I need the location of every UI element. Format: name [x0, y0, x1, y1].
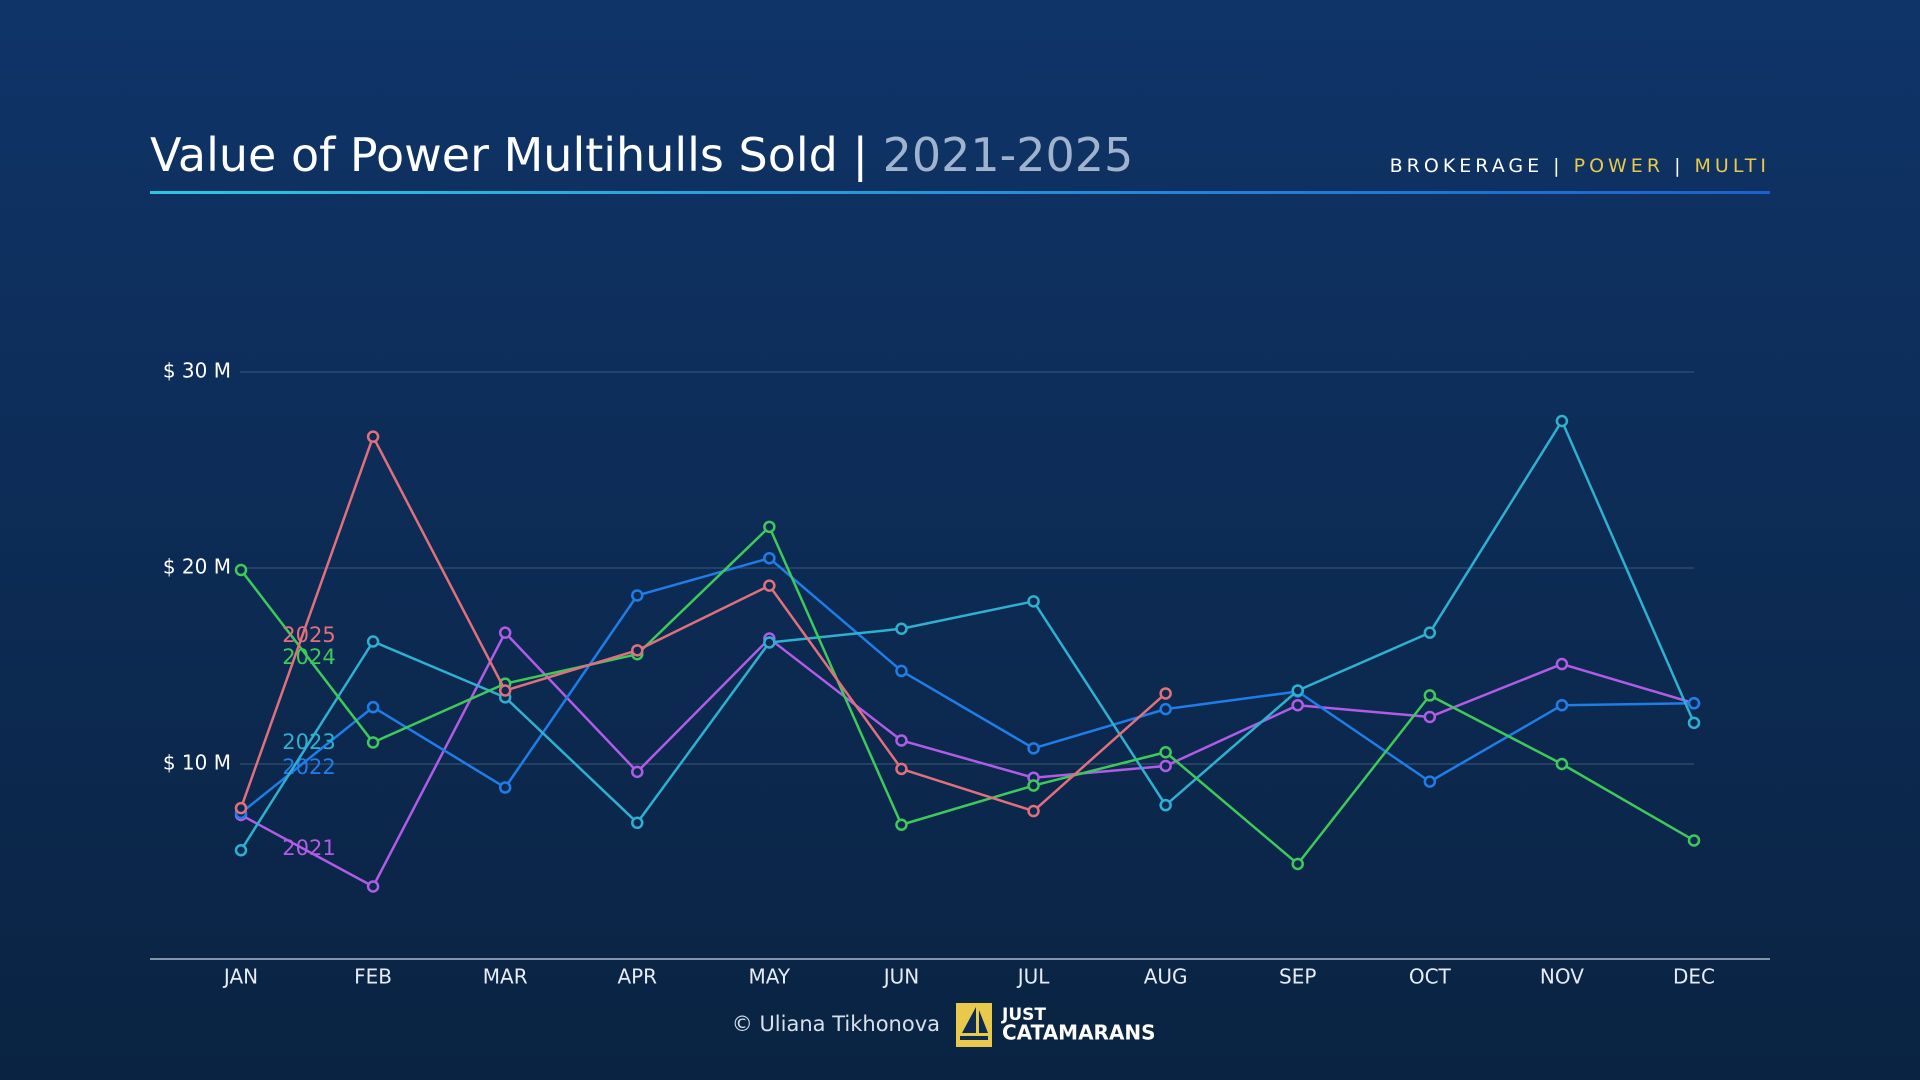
point — [234, 563, 248, 577]
x-tick-label: JUN — [882, 965, 920, 989]
series-line — [240, 556, 1695, 814]
point — [1687, 696, 1701, 710]
x-tick-label: OCT — [1409, 965, 1452, 989]
point — [895, 734, 908, 747]
point — [1555, 698, 1569, 712]
point — [1027, 742, 1040, 755]
point — [763, 520, 776, 534]
point — [1687, 716, 1701, 730]
series-line — [239, 419, 1696, 851]
chart-title: Value of Power Multihulls Sold | 2021-20… — [150, 128, 1133, 183]
point — [1423, 689, 1437, 702]
x-tick-label: JUL — [1016, 965, 1051, 989]
series-line — [239, 435, 1167, 813]
point — [1027, 595, 1040, 608]
point — [895, 762, 908, 776]
point — [1027, 779, 1040, 792]
x-tick-label: SEP — [1279, 965, 1316, 989]
logo-text: JUST — [1001, 1005, 1046, 1025]
point — [498, 781, 512, 794]
credit: © Uliana Tikhonova — [732, 1012, 940, 1036]
point — [1159, 702, 1172, 716]
x-tick-label: MAY — [749, 965, 791, 989]
point — [1159, 687, 1172, 700]
point — [1423, 710, 1437, 724]
point — [234, 801, 248, 815]
y-tick-label: $ 10 M — [163, 751, 231, 775]
point — [763, 636, 776, 649]
point — [1159, 745, 1172, 759]
point — [1687, 834, 1701, 847]
series-line — [240, 525, 1695, 866]
point — [366, 700, 380, 714]
logo-hull — [960, 1036, 988, 1040]
subtitle: 2021-2025 — [883, 128, 1134, 182]
series-label: 2021 — [282, 836, 335, 860]
point — [895, 818, 908, 832]
point — [763, 579, 776, 592]
point — [1159, 759, 1172, 773]
point — [366, 880, 380, 893]
point — [366, 635, 380, 648]
logo-text: CATAMARANS — [1002, 1021, 1156, 1045]
x-tick-label: JAN — [222, 965, 258, 989]
tag: BROKERAGE — [1390, 155, 1543, 177]
series-label: 2023 — [282, 730, 335, 754]
x-tick-label: FEB — [354, 965, 392, 989]
point — [498, 626, 512, 639]
y-tick-label: $ 30 M — [163, 359, 231, 383]
x-tick-label: MAR — [483, 965, 528, 989]
series-label: 2024 — [282, 645, 335, 669]
tag: POWER — [1574, 155, 1664, 177]
x-tick-label: DEC — [1673, 965, 1715, 989]
logo-sail — [962, 1007, 988, 1033]
point — [1423, 626, 1437, 639]
point — [631, 589, 644, 602]
logo: JUST CATAMARANS — [956, 1003, 1156, 1047]
y-tick-label: $ 20 M — [163, 555, 231, 579]
point — [631, 816, 644, 830]
point — [366, 736, 380, 749]
point — [498, 684, 512, 697]
point — [895, 664, 908, 678]
tag-sep: | — [1553, 155, 1563, 177]
point — [1555, 757, 1569, 771]
point — [1291, 698, 1304, 712]
point — [1291, 857, 1304, 871]
tagline: BROKERAGE | POWER | MULTI — [1390, 155, 1770, 177]
title: Value of Power Multihulls Sold | — [150, 128, 868, 183]
point — [366, 430, 380, 443]
point — [234, 843, 248, 857]
point — [631, 765, 644, 779]
x-tick-label: APR — [617, 965, 657, 989]
series-label: 2025 — [282, 623, 335, 647]
point — [1159, 798, 1172, 812]
point — [631, 644, 644, 657]
point — [1555, 414, 1569, 428]
title-underline — [150, 191, 1770, 194]
point — [895, 622, 908, 636]
point — [1027, 804, 1040, 818]
x-tick-label: AUG — [1144, 965, 1188, 989]
x-tick-label: NOV — [1540, 965, 1584, 989]
series-label: 2022 — [282, 755, 335, 779]
point — [1555, 657, 1569, 671]
tag-sep: | — [1674, 155, 1684, 177]
tag: MULTI — [1695, 155, 1770, 177]
point — [763, 551, 776, 565]
point — [1291, 684, 1304, 697]
point — [1423, 775, 1437, 788]
